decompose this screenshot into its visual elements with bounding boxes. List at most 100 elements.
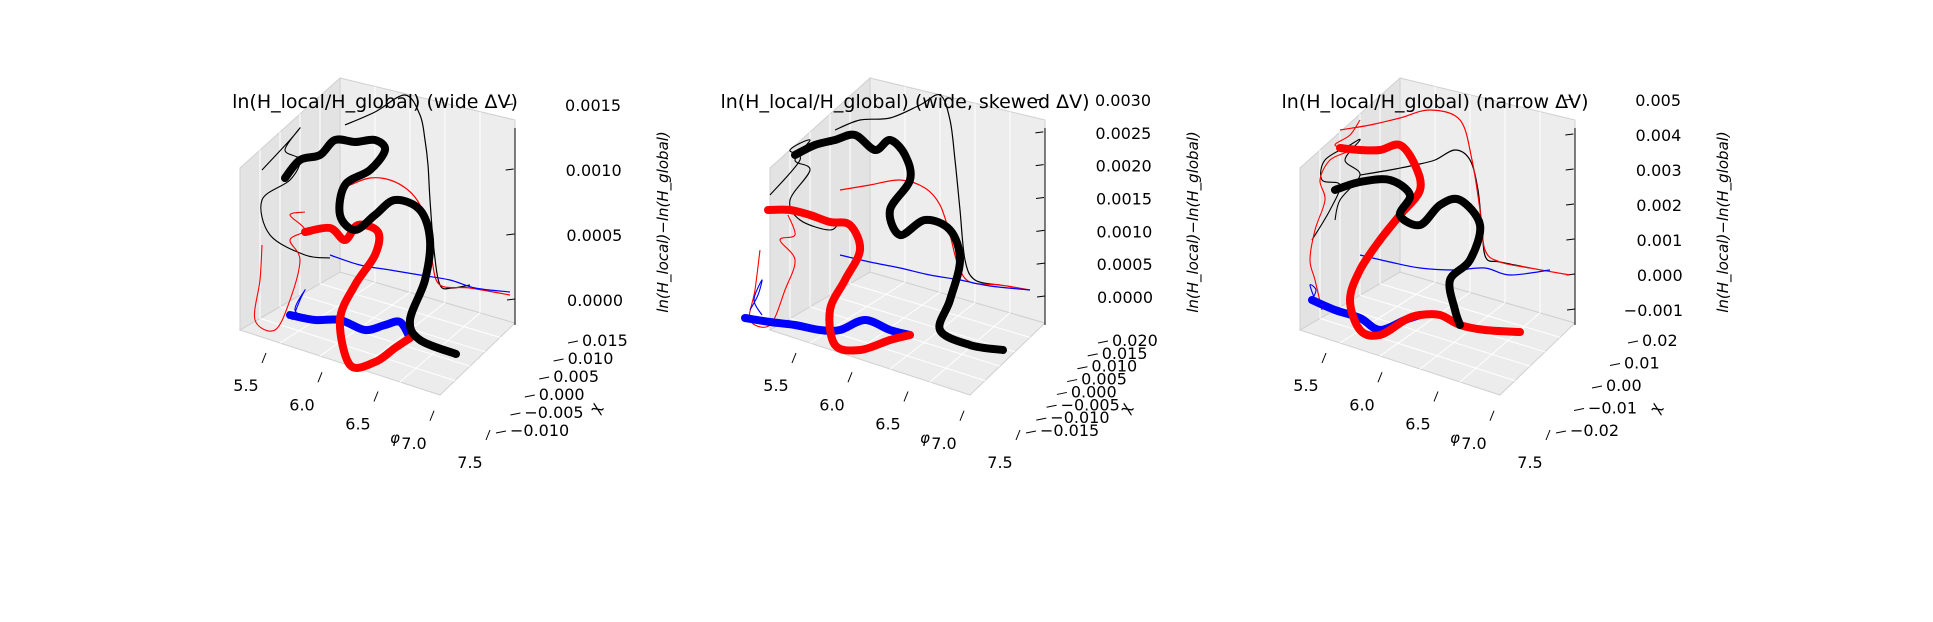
x-tick xyxy=(1433,391,1439,402)
grid-line xyxy=(359,302,446,370)
z-tick xyxy=(1034,98,1044,101)
z-tick xyxy=(505,168,514,171)
y-tick-label: 0.015 xyxy=(1102,344,1148,363)
grid-line xyxy=(829,294,1016,353)
z-tick xyxy=(1035,164,1044,167)
left-projection-red xyxy=(748,214,796,328)
z-tick-label: −0.001 xyxy=(1624,301,1683,320)
x-tick xyxy=(1377,372,1383,383)
x-tick-label: 5.5 xyxy=(1293,376,1318,395)
y-tick xyxy=(1056,391,1067,395)
z-axis-label: ln(H_local)−ln(H_global) xyxy=(654,131,673,313)
x-tick-label: 7.0 xyxy=(931,434,956,453)
x-tick-label: 7.5 xyxy=(987,453,1012,472)
grid-line xyxy=(279,281,376,344)
x-tick xyxy=(791,352,797,364)
z-tick-label: 0.0000 xyxy=(1097,288,1153,307)
left-projection-red xyxy=(1309,119,1361,311)
z-tick-label: 0.0005 xyxy=(1097,255,1153,274)
z-tick-label: 0.003 xyxy=(1636,161,1682,180)
z-tick xyxy=(1036,295,1046,298)
y-tick xyxy=(567,340,579,344)
y-tick xyxy=(1627,340,1639,344)
thin-projection-red xyxy=(1339,109,1571,276)
y-tick xyxy=(495,430,507,434)
grid-line xyxy=(1459,312,1541,383)
chart-title: ln(H_local/H_global) (wide, skewed ΔV) xyxy=(720,91,1089,113)
z-tick xyxy=(1566,308,1576,311)
x-tick-label: 5.5 xyxy=(763,376,788,395)
panel-narrow: 5.5 6.0 6.5 7.0 7.5 φ −0.02 −0.01 0.00 0.01 0.02 χ −… xyxy=(1282,76,1733,472)
y-tick xyxy=(1591,385,1603,389)
chart-title: ln(H_local/H_global) (narrow ΔV) xyxy=(1282,91,1589,113)
x-tick xyxy=(429,410,435,421)
x-tick xyxy=(1321,352,1327,364)
y-tick-label: 0.005 xyxy=(1081,370,1127,389)
y-tick-label: −0.01 xyxy=(1588,399,1637,418)
grid-line xyxy=(1379,283,1561,338)
z-tick xyxy=(506,298,516,301)
z-tick-label: 0.004 xyxy=(1636,126,1682,145)
x-tick-label: 6.5 xyxy=(1405,415,1430,434)
y-tick-label: 0.02 xyxy=(1642,331,1678,350)
y-tick-label: 0.005 xyxy=(553,367,599,386)
z-tick xyxy=(1565,133,1574,136)
z-tick-label: 0.005 xyxy=(1635,91,1681,110)
left-projection-black xyxy=(260,127,331,259)
left-projection-blue xyxy=(749,279,763,316)
z-tick-label: 0.0010 xyxy=(1096,222,1152,241)
thin-projection-black xyxy=(344,94,471,290)
thick-curve-black xyxy=(281,135,460,358)
thin-projection-black xyxy=(834,93,1001,286)
x-axis-label: φ xyxy=(390,429,400,447)
thick-curve-red xyxy=(301,220,414,372)
z-axis-label: ln(H_local)−ln(H_global) xyxy=(1714,131,1733,313)
y-tick xyxy=(510,412,521,416)
y-tick xyxy=(524,394,535,398)
chart-title: ln(H_local/H_global) (wide ΔV) xyxy=(232,91,518,113)
y-tick xyxy=(1609,363,1621,366)
z-tick-label: 0.0000 xyxy=(567,291,623,310)
x-tick-label: 7.0 xyxy=(401,434,426,453)
y-tick xyxy=(1097,340,1109,344)
x-tick-label: 6.0 xyxy=(289,395,314,414)
x-tick xyxy=(1489,410,1495,421)
z-tick xyxy=(1565,168,1574,171)
thin-projection-black xyxy=(1359,149,1531,269)
y-tick-label: 0.00 xyxy=(1606,376,1642,395)
y-tick-label: −0.010 xyxy=(1050,408,1109,427)
z-tick-label: 0.0015 xyxy=(565,96,621,115)
y-tick-label: −0.015 xyxy=(1040,421,1099,440)
thick-curve-black xyxy=(1331,175,1485,329)
thin-projection-blue xyxy=(329,254,511,293)
x-tick xyxy=(959,410,965,421)
z-tick-label: 0.0015 xyxy=(1096,190,1152,209)
y-tick xyxy=(539,376,550,380)
x-tick xyxy=(373,391,379,402)
y-tick-label: 0.010 xyxy=(1091,357,1137,376)
z-tick-label: 0.0025 xyxy=(1095,124,1151,143)
x-tick-label: 6.5 xyxy=(875,415,900,434)
y-tick xyxy=(1025,430,1037,434)
panel-wide-skewed: 5.56.06.57.07.5φ −0.015−0.010−0.0050.0000… xyxy=(720,76,1203,472)
y-tick xyxy=(1067,379,1078,383)
x-tick xyxy=(317,372,323,383)
x-tick xyxy=(847,372,853,383)
grid-line xyxy=(1419,302,1506,370)
y-tick xyxy=(1036,417,1047,421)
y-tick xyxy=(1087,353,1098,357)
y-tick xyxy=(1046,404,1057,408)
y-tick-label: −0.02 xyxy=(1570,421,1619,440)
thin-projection-red xyxy=(839,179,1031,291)
z-tick-label: 0.002 xyxy=(1636,196,1682,215)
thick-curve-red xyxy=(1336,140,1524,340)
x-tick-label: 7.5 xyxy=(457,453,482,472)
z-tick-label: 0.0005 xyxy=(566,226,622,245)
y-tick-label: −0.005 xyxy=(524,403,583,422)
y-tick-label: −0.010 xyxy=(510,421,569,440)
z-tick xyxy=(1036,262,1045,265)
x-tick xyxy=(1015,429,1021,441)
z-tick xyxy=(1566,238,1575,241)
grid-line xyxy=(889,302,976,370)
